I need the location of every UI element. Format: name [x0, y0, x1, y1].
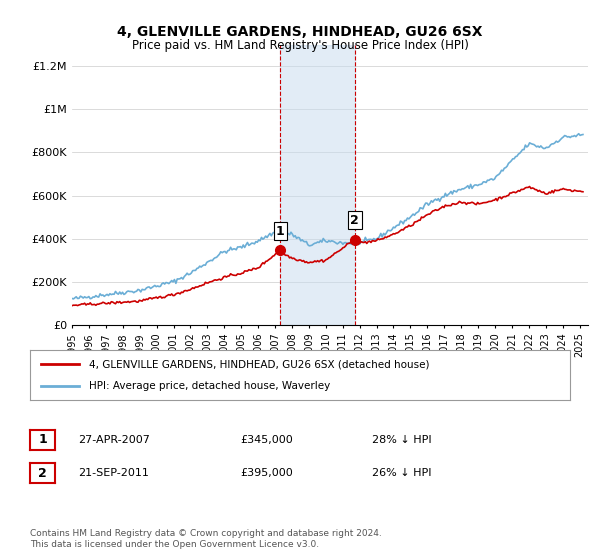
Text: 26% ↓ HPI: 26% ↓ HPI: [372, 468, 431, 478]
Text: Contains HM Land Registry data © Crown copyright and database right 2024.
This d: Contains HM Land Registry data © Crown c…: [30, 529, 382, 549]
Text: 21-SEP-2011: 21-SEP-2011: [78, 468, 149, 478]
Text: Price paid vs. HM Land Registry's House Price Index (HPI): Price paid vs. HM Land Registry's House …: [131, 39, 469, 52]
Text: 27-APR-2007: 27-APR-2007: [78, 435, 150, 445]
Text: 4, GLENVILLE GARDENS, HINDHEAD, GU26 6SX: 4, GLENVILLE GARDENS, HINDHEAD, GU26 6SX: [117, 25, 483, 39]
Text: 2: 2: [350, 214, 359, 227]
Text: 1: 1: [38, 433, 47, 446]
Text: 28% ↓ HPI: 28% ↓ HPI: [372, 435, 431, 445]
Text: £345,000: £345,000: [240, 435, 293, 445]
Bar: [280, 45, 355, 325]
Text: 1: 1: [276, 225, 285, 237]
Text: £395,000: £395,000: [240, 468, 293, 478]
Text: 2: 2: [38, 466, 47, 480]
Text: 4, GLENVILLE GARDENS, HINDHEAD, GU26 6SX (detached house): 4, GLENVILLE GARDENS, HINDHEAD, GU26 6SX…: [89, 359, 430, 369]
Text: HPI: Average price, detached house, Waverley: HPI: Average price, detached house, Wave…: [89, 381, 331, 391]
